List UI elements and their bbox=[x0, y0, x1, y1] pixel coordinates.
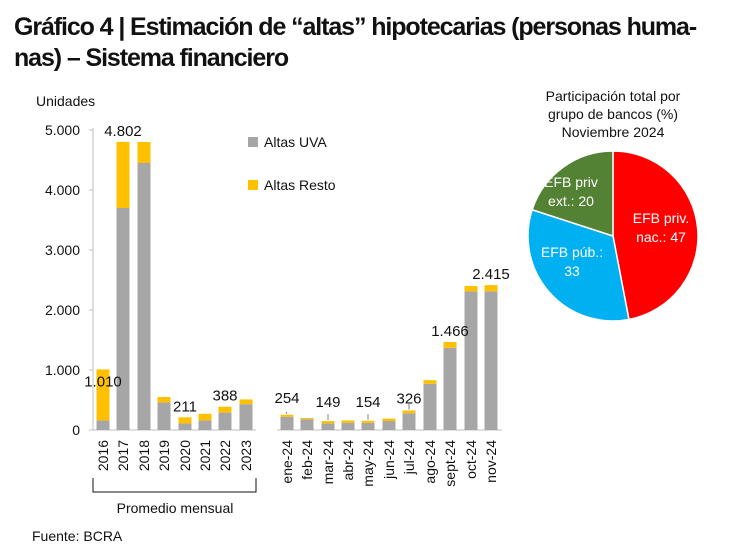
chart-title-line-1: Gráfico 4 | Estimación de “altas” hipote… bbox=[14, 13, 697, 41]
pie-slice-label: nac.: 47 bbox=[636, 229, 686, 245]
data-label: 1.010 bbox=[84, 373, 122, 390]
bar-altas-resto bbox=[321, 421, 335, 424]
y-tick-label: 2.000 bbox=[45, 302, 80, 318]
bar-altas-resto bbox=[402, 410, 416, 414]
x-tick-label: 2017 bbox=[115, 440, 131, 471]
pie-slice-label: EFB priv. bbox=[633, 210, 690, 226]
y-tick-label: 4.000 bbox=[45, 182, 80, 198]
bar-altas-resto bbox=[382, 418, 396, 421]
legend-label: Altas UVA bbox=[264, 134, 327, 150]
data-label: 388 bbox=[212, 388, 237, 405]
bar-altas-resto bbox=[464, 286, 478, 292]
pie-title-line: Participación total por bbox=[546, 88, 681, 104]
data-label: 4.802 bbox=[104, 123, 142, 140]
data-label: 2.415 bbox=[472, 266, 510, 283]
bar-altas-resto bbox=[116, 141, 130, 208]
bar-altas-uva bbox=[116, 208, 130, 430]
pie-slice-efb-pub bbox=[527, 208, 630, 322]
data-label: 211 bbox=[173, 398, 197, 415]
chart-title: Gráfico 4 | Estimación de “altas” hipote… bbox=[14, 12, 714, 74]
data-label: 154 bbox=[355, 394, 380, 411]
bar-altas-resto bbox=[218, 406, 232, 413]
bar-altas-resto bbox=[280, 414, 294, 417]
bar-altas-resto bbox=[157, 397, 171, 403]
pie-slice-label: EFB priv bbox=[544, 174, 598, 190]
data-label: 254 bbox=[274, 390, 299, 407]
y-tick-label: 3.000 bbox=[45, 242, 80, 258]
bar-altas-uva bbox=[321, 423, 335, 430]
y-tick-label: 0 bbox=[72, 422, 80, 438]
pie-slice-efb-priv-nac bbox=[612, 150, 699, 321]
bar-altas-uva bbox=[402, 413, 416, 430]
legend-swatch-altas-resto bbox=[248, 180, 258, 190]
x-tick-label: may-24 bbox=[360, 440, 376, 487]
pie-slice-label: 33 bbox=[564, 263, 580, 279]
bar-altas-uva bbox=[423, 383, 437, 430]
data-label: 326 bbox=[396, 390, 421, 407]
y-tick-label: 1.000 bbox=[45, 362, 80, 378]
y-axis-title: Unidades bbox=[36, 93, 95, 109]
pie-slice-label: ext.: 20 bbox=[548, 193, 594, 209]
data-label: 149 bbox=[315, 394, 340, 411]
x-tick-label: ene-24 bbox=[279, 440, 295, 484]
chart-title-line-2: nas) – Sistema financiero bbox=[14, 44, 289, 72]
bar-altas-resto bbox=[341, 420, 355, 423]
bar-altas-uva bbox=[300, 419, 314, 430]
x-tick-label: jun-24 bbox=[381, 440, 397, 480]
bar-altas-uva bbox=[96, 420, 110, 430]
bar-altas-uva bbox=[280, 416, 294, 430]
bar-altas-uva bbox=[178, 423, 192, 430]
bar-altas-uva bbox=[341, 422, 355, 430]
pie-slice-label: EFB púb.: bbox=[541, 244, 603, 260]
x-tick-label: 2019 bbox=[156, 440, 172, 471]
legend-swatch-altas-uva bbox=[248, 137, 258, 147]
x-tick-label: abr-24 bbox=[340, 440, 356, 481]
x-tick-label: 2018 bbox=[136, 440, 152, 471]
x-tick-label: jul-24 bbox=[401, 440, 417, 475]
bar-altas-resto bbox=[484, 285, 498, 292]
bar-altas-uva bbox=[239, 404, 253, 430]
x-tick-label: oct-24 bbox=[463, 440, 479, 479]
pie-title-line: grupo de bancos (%) bbox=[548, 106, 678, 122]
x-tick-label: sept-24 bbox=[442, 440, 458, 487]
bar-altas-uva bbox=[382, 421, 396, 430]
bar-altas-resto bbox=[300, 418, 314, 420]
x-tick-label: 2023 bbox=[238, 440, 254, 471]
bar-altas-resto bbox=[178, 417, 192, 424]
pie-title-line: Noviembre 2024 bbox=[562, 124, 665, 140]
x-tick-label: 2020 bbox=[177, 440, 193, 471]
bar-altas-uva bbox=[361, 422, 375, 430]
x-tick-label: mar-24 bbox=[320, 440, 336, 485]
x-tick-label: 2021 bbox=[197, 440, 213, 471]
bar-altas-resto bbox=[198, 413, 212, 421]
bar-altas-resto bbox=[96, 369, 110, 421]
bar-altas-resto bbox=[361, 420, 375, 423]
bar-altas-uva bbox=[464, 291, 478, 430]
bar-altas-resto bbox=[239, 399, 253, 405]
legend-label: Altas Resto bbox=[264, 177, 336, 193]
promedio-label: Promedio mensual bbox=[117, 500, 234, 516]
bar-altas-uva bbox=[137, 163, 151, 430]
x-tick-label: feb-24 bbox=[299, 440, 315, 480]
x-tick-label: ago-24 bbox=[422, 440, 438, 484]
y-tick-label: 5.000 bbox=[45, 122, 80, 138]
bar-altas-uva bbox=[484, 291, 498, 430]
bar-altas-uva bbox=[157, 402, 171, 430]
bar-altas-uva bbox=[443, 347, 457, 430]
x-tick-label: 2022 bbox=[217, 440, 233, 471]
source-note: Fuente: BCRA bbox=[32, 528, 123, 544]
x-tick-label: nov-24 bbox=[483, 440, 499, 483]
data-label-leader bbox=[285, 411, 288, 415]
bar-altas-resto bbox=[423, 380, 437, 384]
promedio-bracket bbox=[92, 478, 257, 493]
pie-slice-efb-priv-ext bbox=[531, 150, 614, 238]
bar-altas-uva bbox=[218, 412, 232, 430]
x-tick-label: 2016 bbox=[95, 440, 111, 471]
bar-altas-uva bbox=[198, 420, 212, 430]
bar-altas-resto bbox=[137, 142, 151, 163]
data-label: 1.466 bbox=[431, 323, 469, 340]
bar-altas-resto bbox=[443, 342, 457, 348]
